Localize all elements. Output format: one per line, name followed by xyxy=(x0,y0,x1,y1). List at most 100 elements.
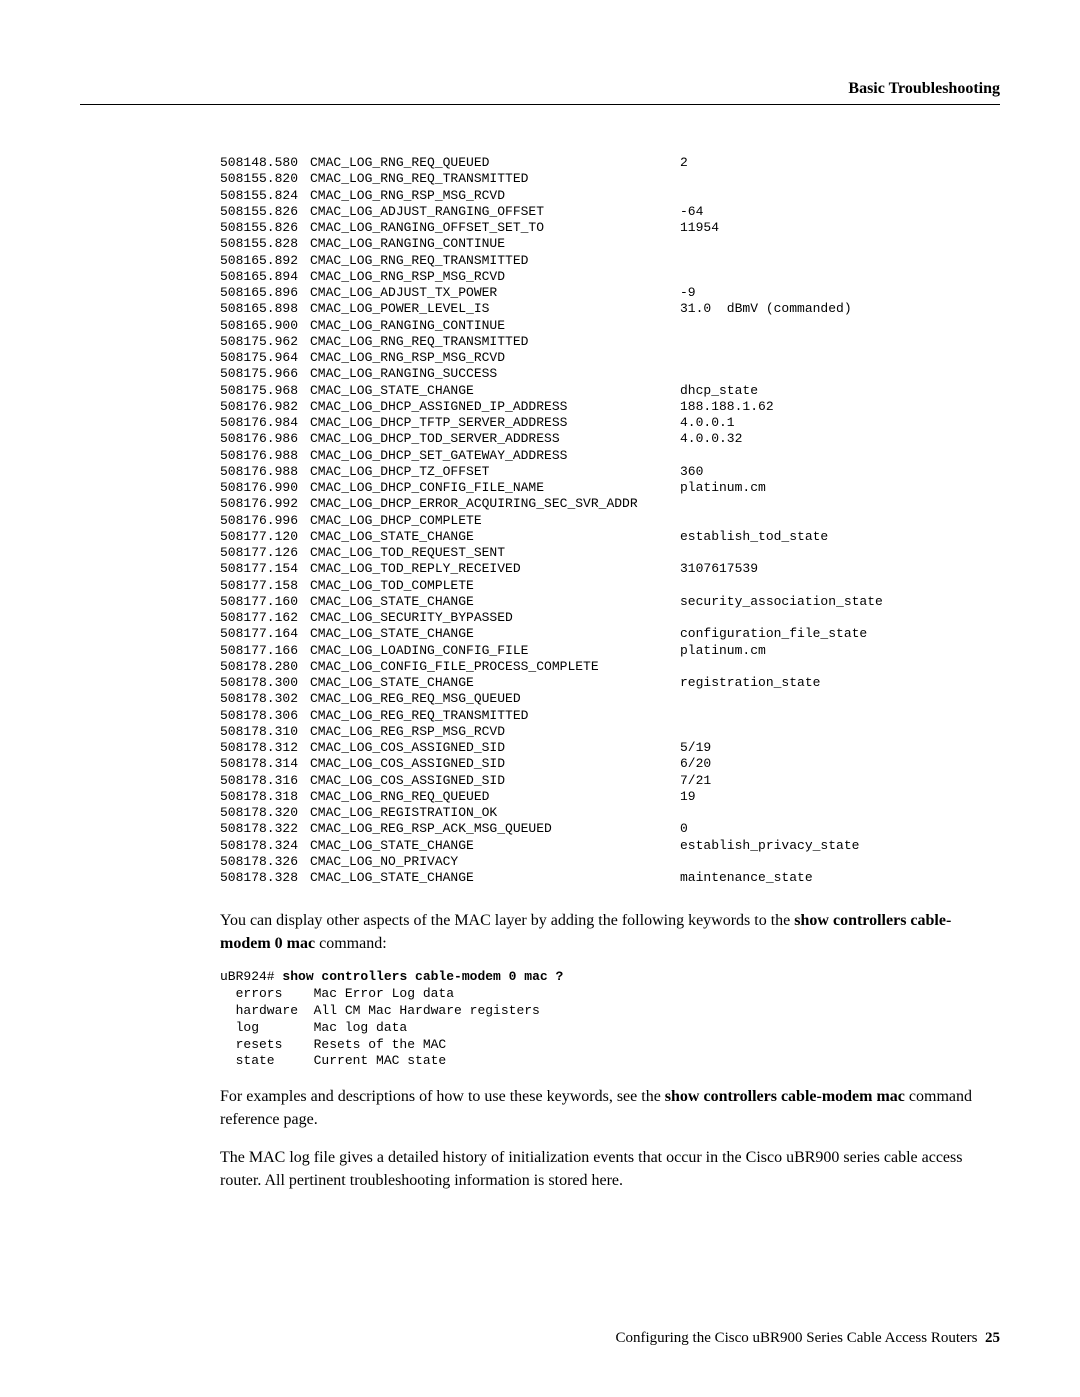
para1-post: command: xyxy=(315,935,387,952)
log-output: 508148.580CMAC_LOG_RNG_REQ_QUEUED2508155… xyxy=(220,155,1000,886)
log-row: 508178.310CMAC_LOG_REG_RSP_MSG_RCVD xyxy=(220,724,1000,740)
log-message: CMAC_LOG_REG_REQ_TRANSMITTED xyxy=(310,708,680,724)
log-row: 508176.982CMAC_LOG_DHCP_ASSIGNED_IP_ADDR… xyxy=(220,399,1000,415)
log-message: CMAC_LOG_RNG_REQ_QUEUED xyxy=(310,789,680,805)
page-header: Basic Troubleshooting xyxy=(80,80,1000,105)
log-timestamp: 508178.318 xyxy=(220,789,310,805)
log-message: CMAC_LOG_STATE_CHANGE xyxy=(310,383,680,399)
log-value: -64 xyxy=(680,204,1000,220)
log-timestamp: 508148.580 xyxy=(220,155,310,171)
log-message: CMAC_LOG_CONFIG_FILE_PROCESS_COMPLETE xyxy=(310,659,680,675)
log-timestamp: 508178.322 xyxy=(220,821,310,837)
log-value xyxy=(680,253,1000,269)
log-message: CMAC_LOG_COS_ASSIGNED_SID xyxy=(310,773,680,789)
log-row: 508165.900CMAC_LOG_RANGING_CONTINUE xyxy=(220,318,1000,334)
log-timestamp: 508176.986 xyxy=(220,431,310,447)
log-timestamp: 508175.962 xyxy=(220,334,310,350)
log-value: establish_tod_state xyxy=(680,529,1000,545)
log-row: 508178.320CMAC_LOG_REGISTRATION_OK xyxy=(220,805,1000,821)
log-value: 0 xyxy=(680,821,1000,837)
log-row: 508176.992CMAC_LOG_DHCP_ERROR_ACQUIRING_… xyxy=(220,496,1000,512)
log-timestamp: 508177.126 xyxy=(220,545,310,561)
command-block: uBR924# show controllers cable-modem 0 m… xyxy=(220,969,1000,1070)
log-timestamp: 508178.326 xyxy=(220,854,310,870)
log-timestamp: 508155.820 xyxy=(220,171,310,187)
cmd-prompt: uBR924# xyxy=(220,969,282,984)
log-value: 3107617539 xyxy=(680,561,1000,577)
log-row: 508178.322CMAC_LOG_REG_RSP_ACK_MSG_QUEUE… xyxy=(220,821,1000,837)
log-row: 508155.826CMAC_LOG_RANGING_OFFSET_SET_TO… xyxy=(220,220,1000,236)
log-timestamp: 508165.892 xyxy=(220,253,310,269)
log-message: CMAC_LOG_DHCP_ASSIGNED_IP_ADDRESS xyxy=(310,399,680,415)
log-timestamp: 508176.988 xyxy=(220,464,310,480)
log-value: establish_privacy_state xyxy=(680,838,1000,854)
paragraph-2: For examples and descriptions of how to … xyxy=(220,1086,1000,1131)
log-row: 508177.166CMAC_LOG_LOADING_CONFIG_FILEpl… xyxy=(220,643,1000,659)
log-value: platinum.cm xyxy=(680,480,1000,496)
log-message: CMAC_LOG_DHCP_COMPLETE xyxy=(310,513,680,529)
log-value: 19 xyxy=(680,789,1000,805)
log-row: 508178.302CMAC_LOG_REG_REQ_MSG_QUEUED xyxy=(220,691,1000,707)
log-timestamp: 508178.306 xyxy=(220,708,310,724)
log-value xyxy=(680,188,1000,204)
log-timestamp: 508177.154 xyxy=(220,561,310,577)
log-timestamp: 508178.310 xyxy=(220,724,310,740)
log-value xyxy=(680,691,1000,707)
log-message: CMAC_LOG_DHCP_TOD_SERVER_ADDRESS xyxy=(310,431,680,447)
log-value xyxy=(680,545,1000,561)
log-value: 4.0.0.1 xyxy=(680,415,1000,431)
log-message: CMAC_LOG_RNG_RSP_MSG_RCVD xyxy=(310,188,680,204)
log-timestamp: 508178.316 xyxy=(220,773,310,789)
log-row: 508177.154CMAC_LOG_TOD_REPLY_RECEIVED310… xyxy=(220,561,1000,577)
log-timestamp: 508177.162 xyxy=(220,610,310,626)
log-message: CMAC_LOG_STATE_CHANGE xyxy=(310,675,680,691)
log-message: CMAC_LOG_RANGING_OFFSET_SET_TO xyxy=(310,220,680,236)
log-value: 360 xyxy=(680,464,1000,480)
log-message: CMAC_LOG_DHCP_CONFIG_FILE_NAME xyxy=(310,480,680,496)
log-row: 508178.300CMAC_LOG_STATE_CHANGEregistrat… xyxy=(220,675,1000,691)
log-value: 6/20 xyxy=(680,756,1000,772)
log-timestamp: 508165.900 xyxy=(220,318,310,334)
log-timestamp: 508155.826 xyxy=(220,204,310,220)
log-value xyxy=(680,236,1000,252)
log-message: CMAC_LOG_POWER_LEVEL_IS xyxy=(310,301,680,317)
log-row: 508175.966CMAC_LOG_RANGING_SUCCESS xyxy=(220,366,1000,382)
log-row: 508165.898CMAC_LOG_POWER_LEVEL_IS31.0 dB… xyxy=(220,301,1000,317)
paragraph-1: You can display other aspects of the MAC… xyxy=(220,910,1000,955)
log-value: 4.0.0.32 xyxy=(680,431,1000,447)
log-row: 508176.990CMAC_LOG_DHCP_CONFIG_FILE_NAME… xyxy=(220,480,1000,496)
log-message: CMAC_LOG_COS_ASSIGNED_SID xyxy=(310,756,680,772)
log-value xyxy=(680,659,1000,675)
log-row: 508176.988CMAC_LOG_DHCP_SET_GATEWAY_ADDR… xyxy=(220,448,1000,464)
log-message: CMAC_LOG_COS_ASSIGNED_SID xyxy=(310,740,680,756)
log-value xyxy=(680,805,1000,821)
log-value: registration_state xyxy=(680,675,1000,691)
log-value xyxy=(680,366,1000,382)
log-timestamp: 508165.896 xyxy=(220,285,310,301)
log-timestamp: 508177.158 xyxy=(220,578,310,594)
log-message: CMAC_LOG_TOD_REQUEST_SENT xyxy=(310,545,680,561)
log-timestamp: 508176.996 xyxy=(220,513,310,529)
log-message: CMAC_LOG_RNG_REQ_TRANSMITTED xyxy=(310,171,680,187)
log-message: CMAC_LOG_RANGING_SUCCESS xyxy=(310,366,680,382)
log-timestamp: 508175.966 xyxy=(220,366,310,382)
log-timestamp: 508178.280 xyxy=(220,659,310,675)
log-timestamp: 508178.302 xyxy=(220,691,310,707)
log-message: CMAC_LOG_SECURITY_BYPASSED xyxy=(310,610,680,626)
log-value: 2 xyxy=(680,155,1000,171)
log-message: CMAC_LOG_RNG_RSP_MSG_RCVD xyxy=(310,269,680,285)
paragraph-3: The MAC log file gives a detailed histor… xyxy=(220,1147,1000,1192)
log-row: 508176.996CMAC_LOG_DHCP_COMPLETE xyxy=(220,513,1000,529)
log-value: maintenance_state xyxy=(680,870,1000,886)
log-row: 508175.964CMAC_LOG_RNG_RSP_MSG_RCVD xyxy=(220,350,1000,366)
log-value xyxy=(680,334,1000,350)
log-row: 508176.988CMAC_LOG_DHCP_TZ_OFFSET360 xyxy=(220,464,1000,480)
log-timestamp: 508178.300 xyxy=(220,675,310,691)
log-message: CMAC_LOG_RNG_REQ_TRANSMITTED xyxy=(310,334,680,350)
log-message: CMAC_LOG_REGISTRATION_OK xyxy=(310,805,680,821)
log-value: security_association_state xyxy=(680,594,1000,610)
log-timestamp: 508175.964 xyxy=(220,350,310,366)
log-message: CMAC_LOG_RNG_REQ_QUEUED xyxy=(310,155,680,171)
log-value: dhcp_state xyxy=(680,383,1000,399)
log-value xyxy=(680,448,1000,464)
